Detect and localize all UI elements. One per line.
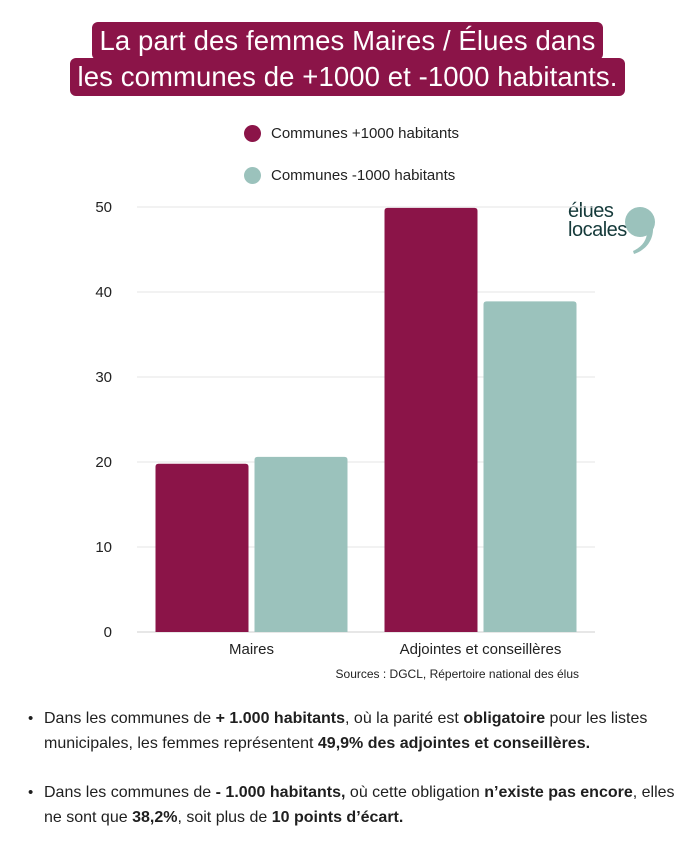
bullet-2-part-4: n’existe pas encore bbox=[484, 784, 633, 801]
bullet-2-part-8: 10 points d’écart. bbox=[271, 809, 404, 826]
title-line-1: La part des femmes Maires / Élues dans bbox=[91, 22, 604, 60]
y-tick-label-0: 0 bbox=[104, 624, 112, 641]
x-tick-label-2: Adjointes et conseillères bbox=[400, 641, 562, 658]
legend-item-minus-1000: Communes -1000 habitants bbox=[244, 164, 459, 186]
bullet-dot: • bbox=[28, 784, 34, 801]
bullet-2-part-3: où cette obligation bbox=[345, 784, 485, 801]
x-tick-label-1: Maires bbox=[229, 641, 274, 658]
y-tick-label-40: 40 bbox=[95, 284, 112, 301]
bullet-2-part-6: 38,2% bbox=[132, 809, 178, 826]
legend-item-plus-1000: Communes +1000 habitants bbox=[244, 122, 459, 144]
logo-line-2: locales bbox=[568, 219, 627, 241]
y-tick-label-30: 30 bbox=[95, 369, 112, 386]
bar-2-series-2 bbox=[483, 301, 577, 632]
legend-swatch-plus-1000 bbox=[244, 124, 261, 142]
legend-label-minus-1000: Communes -1000 habitants bbox=[271, 166, 456, 184]
source-note: Sources : DGCL, Répertoire national des … bbox=[335, 667, 579, 681]
bullet-1-part-5: pour les listes municipales, les femmes … bbox=[44, 710, 648, 752]
bullet-2-part-7: , soit plus de bbox=[177, 809, 272, 826]
bullet-2-text: Dans les communes de - 1.000 habitants, … bbox=[44, 780, 688, 830]
bullet-1-part-4: obligatoire bbox=[463, 710, 546, 727]
bullet-list: • Dans les communes de + 1.000 habitants… bbox=[28, 706, 688, 830]
bullet-1-part-3: , où la parité est bbox=[345, 710, 464, 727]
bullet-2: • Dans les communes de - 1.000 habitants… bbox=[28, 780, 688, 830]
chart-title: La part des femmes Maires / Élues dans l… bbox=[0, 22, 695, 96]
bullet-1-part-1: Dans les communes de bbox=[44, 710, 216, 727]
bar-1-series-1 bbox=[155, 463, 249, 632]
legend-label-plus-1000: Communes +1000 habitants bbox=[271, 124, 460, 142]
legend-swatch-minus-1000 bbox=[244, 166, 261, 184]
bullet-dot: • bbox=[28, 710, 34, 727]
bullet-1-text: Dans les communes de + 1.000 habitants, … bbox=[44, 706, 688, 756]
elues-locales-logo: élues locales bbox=[560, 200, 670, 260]
bullet-1-part-6: 49,9% des adjointes et conseillères. bbox=[317, 735, 591, 752]
title-line-2: les communes de +1000 et -1000 habitants… bbox=[69, 58, 626, 96]
bar-chart: 0 10 20 30 40 50 Maires Adjointes et conseillèr… bbox=[95, 199, 595, 658]
bullet-2-part-1: Dans les communes de bbox=[44, 784, 216, 801]
y-tick-label-20: 20 bbox=[95, 454, 112, 471]
logo-line-1: élues bbox=[568, 200, 614, 222]
legend: Communes +1000 habitants Communes -1000 … bbox=[244, 122, 459, 186]
logo-text: élues locales bbox=[568, 200, 627, 241]
bar-1-series-2 bbox=[254, 456, 348, 632]
bullet-1-part-2: + 1.000 habitants bbox=[215, 710, 346, 727]
bar-2-series-1 bbox=[384, 207, 478, 632]
y-tick-label-10: 10 bbox=[95, 539, 112, 556]
bullet-2-part-2: - 1.000 habitants, bbox=[215, 784, 346, 801]
bullet-2-part-5: , elles ne sont que bbox=[44, 784, 675, 826]
logo-comma-mark bbox=[625, 207, 655, 254]
y-tick-label-50: 50 bbox=[95, 199, 112, 216]
bullet-1: • Dans les communes de + 1.000 habitants… bbox=[28, 706, 688, 756]
